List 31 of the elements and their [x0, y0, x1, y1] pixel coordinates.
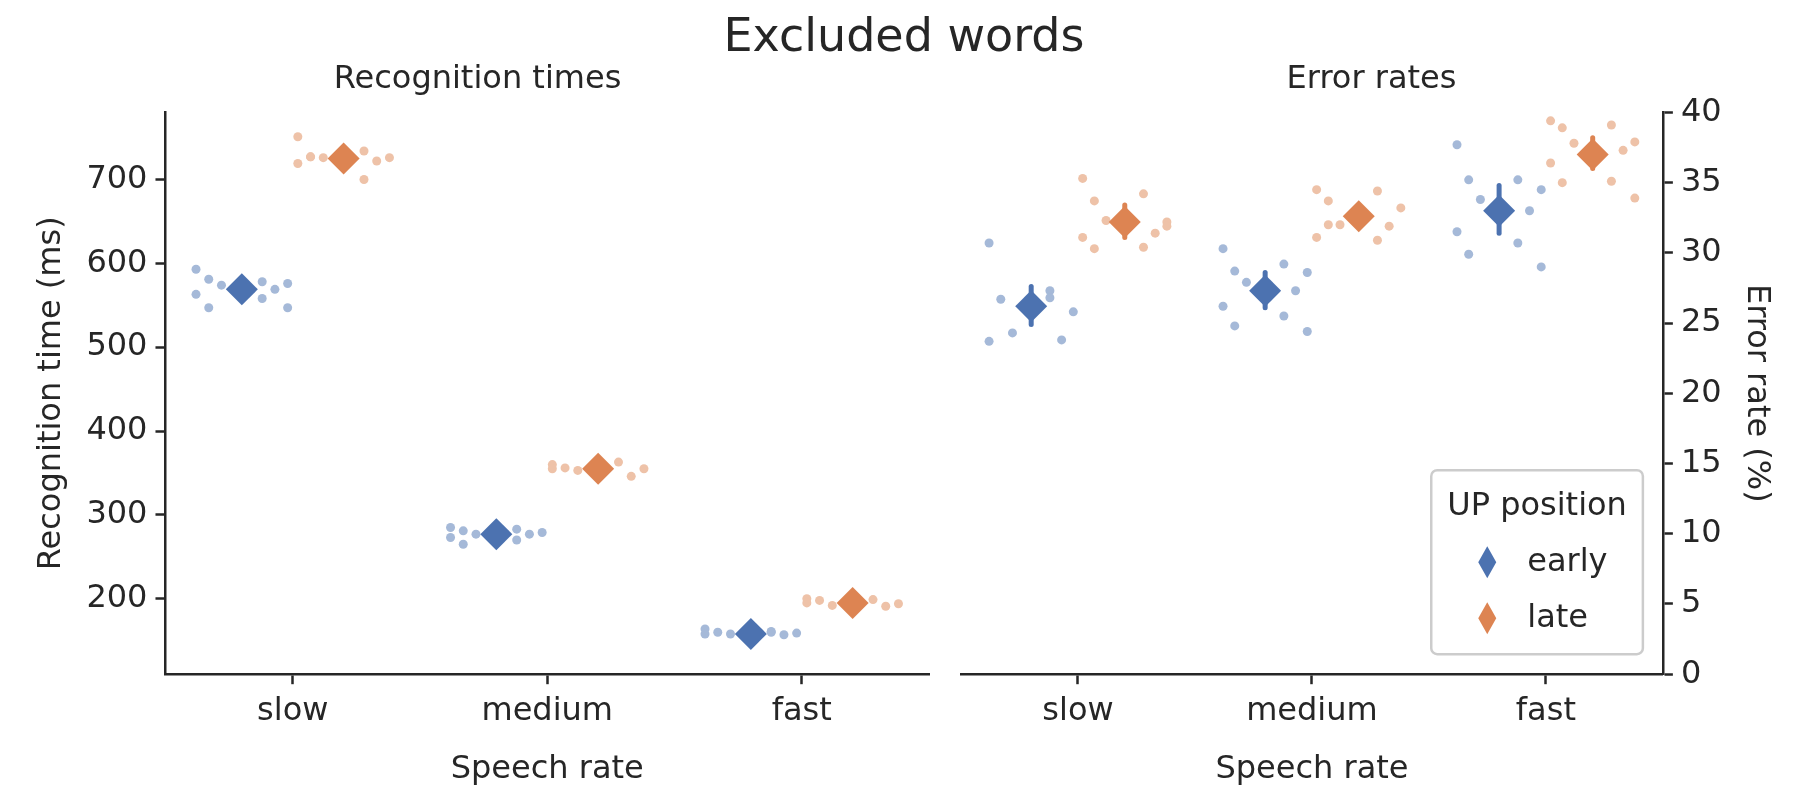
x-tick-label: medium: [481, 689, 613, 728]
x-axis-title: Speech rate: [450, 748, 644, 787]
y2-tick-label: 25: [1680, 301, 1722, 340]
y2-tick-label: 35: [1680, 160, 1722, 199]
y2-tick-label: 15: [1680, 441, 1722, 480]
x-tick-label: fast: [1515, 689, 1576, 728]
legend-label: early: [1527, 540, 1608, 579]
y2-tick-label: 20: [1680, 371, 1722, 410]
y2-tick-label: 0: [1680, 652, 1702, 691]
y-tick-label: 600: [86, 241, 148, 280]
x-tick-label: medium: [1246, 689, 1378, 728]
y-tick-label: 200: [86, 577, 148, 616]
y-axis-title: Recognition time (ms): [29, 216, 68, 571]
y2-tick-label: 30: [1680, 231, 1722, 270]
x-tick-label: slow: [257, 689, 329, 728]
y2-tick-label: 10: [1680, 512, 1722, 551]
y2-tick-label: 5: [1680, 582, 1702, 621]
chart-subtitle: Recognition times: [333, 57, 622, 96]
chart-title: Excluded words: [723, 8, 1085, 62]
y-tick-label: 300: [86, 493, 148, 532]
y-tick-label: 500: [86, 325, 148, 364]
y-tick-label: 700: [86, 157, 148, 196]
chart-title: Error rates: [1286, 57, 1457, 96]
x-tick-label: fast: [771, 689, 832, 728]
x-tick-label: slow: [1042, 689, 1114, 728]
y2-tick-label: 40: [1680, 90, 1722, 129]
y-tick-label: 400: [86, 409, 148, 448]
x-axis-title: Speech rate: [1215, 748, 1409, 787]
legend-title: UP position: [1447, 484, 1627, 523]
y2-axis-title: Error rate (%): [1740, 283, 1779, 503]
legend-label: late: [1527, 596, 1588, 635]
